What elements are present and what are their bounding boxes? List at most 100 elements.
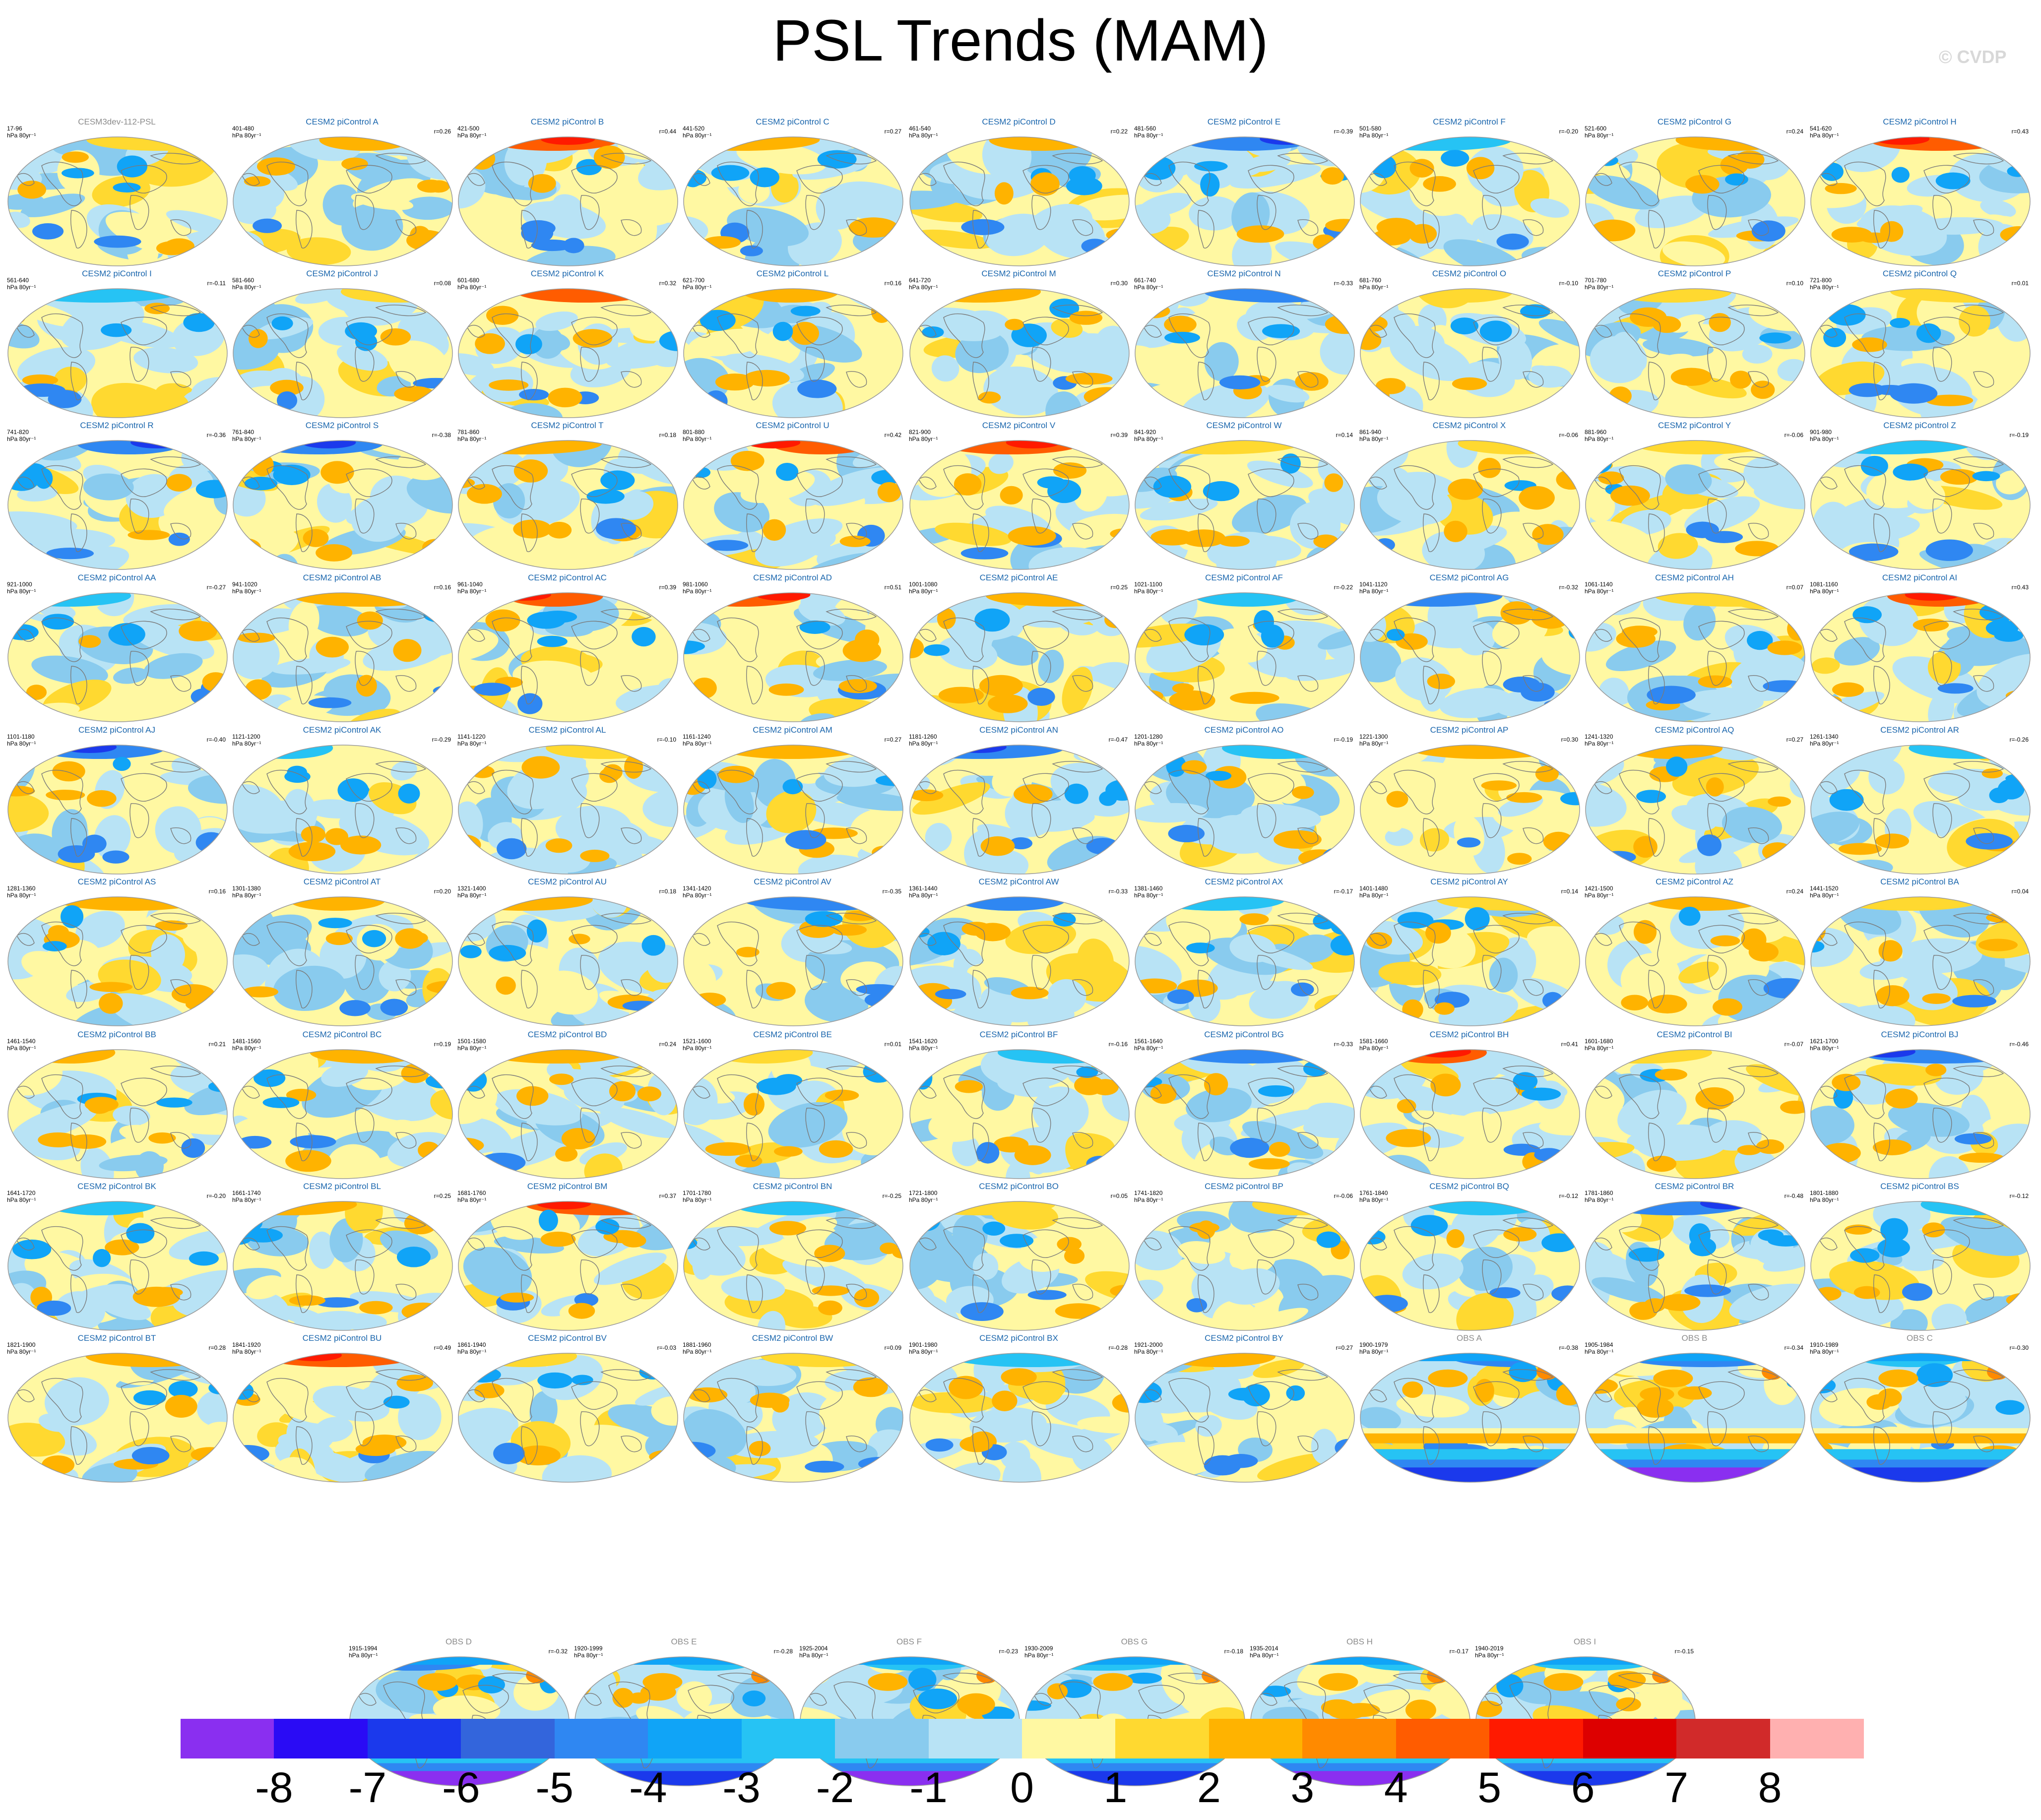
colorbar-tick-label: -6 [442,1764,480,1812]
panel-period: 17-96 [7,125,22,132]
panel-title: CESM2 piControl BG [1204,1030,1284,1039]
map [1360,288,1580,418]
panel-title: CESM2 piControl AR [1880,725,1959,735]
map-plot [1134,288,1355,419]
panel-period: 801-880 [683,429,705,436]
map [1360,896,1580,1026]
panel-units: hPa 80yr⁻¹ [909,1196,938,1203]
panel-period: 1481-1560 [232,1038,261,1045]
map-panel: CESM2 piControl L 621-700 hPa 80yr⁻¹ r=0.16 [680,269,905,419]
map [1135,1201,1355,1331]
map [1810,1353,2031,1483]
panel-period: 1641-1720 [7,1190,36,1196]
panel-period: 1920-1999 [574,1645,603,1652]
colorbar-tick-label: 3 [1290,1764,1315,1812]
map-plot [1810,744,2031,875]
map [1360,440,1580,570]
panel-correlation: r=-0.03 [657,1344,676,1351]
panel-units: hPa 80yr⁻¹ [457,1196,487,1203]
panel-units: hPa 80yr⁻¹ [232,436,261,442]
panel-units: hPa 80yr⁻¹ [683,740,712,747]
map-panel: CESM2 piControl BC 1481-1560 hPa 80yr⁻¹ r=0… [229,1030,455,1180]
panel-title: CESM2 piControl X [1432,421,1506,430]
panel-correlation: r=0.37 [659,1192,676,1199]
panel-period: 561-640 [7,277,29,284]
panel-units: hPa 80yr⁻¹ [799,1652,829,1659]
panel-units: hPa 80yr⁻¹ [457,1045,487,1052]
panel-title: CESM2 piControl AF [1205,573,1283,582]
colorbar-tick-label: -7 [348,1764,387,1812]
panel-title: CESM2 piControl BS [1880,1182,1959,1191]
panel-title: CESM2 piControl Z [1883,421,1956,430]
panel-units: hPa 80yr⁻¹ [1134,1348,1163,1355]
panel-units: hPa 80yr⁻¹ [1585,740,1614,747]
map-plot [1359,1352,1581,1483]
panel-correlation: r=0.14 [1336,432,1353,439]
colorbar-swatch [1302,1719,1397,1758]
map [1810,896,2031,1026]
panel-correlation: r=0.49 [434,1344,451,1351]
panel-period: 1521-1600 [683,1038,711,1045]
panel-units: hPa 80yr⁻¹ [909,588,938,595]
panel-units: hPa 80yr⁻¹ [1134,740,1163,747]
panel-period: 481-560 [1134,125,1156,132]
map-plot [1810,439,2031,570]
map [1360,1049,1580,1179]
colorbar-swatch [1209,1719,1303,1758]
map-panel: CESM2 piControl BM 1681-1760 hPa 80yr⁻¹ r=0… [454,1182,680,1332]
panel-period: 821-900 [909,429,931,436]
panel-correlation: r=-0.19 [2009,432,2029,439]
map-panel: CESM2 piControl AO 1201-1280 hPa 80yr⁻¹ r=-… [1131,725,1357,876]
panel-correlation: r=0.18 [659,432,676,439]
map-plot [1585,136,1806,267]
panel-correlation: r=-0.11 [207,280,226,287]
panel-period: 1861-1940 [457,1341,486,1348]
map [233,1049,453,1179]
panel-period: 1401-1480 [1359,885,1388,892]
panel-title: CESM2 piControl R [80,421,154,430]
panel-correlation: r=-0.33 [1334,1041,1353,1048]
panel-correlation: r=-0.23 [999,1648,1018,1655]
panel-period: 1041-1120 [1359,581,1388,588]
panel-title: CESM2 piControl BX [979,1333,1058,1343]
panel-correlation: r=-0.10 [1559,280,1578,287]
map [683,288,903,418]
map-panel: CESM2 piControl AI 1081-1160 hPa 80yr⁻¹ r=0… [1807,573,2033,723]
panel-correlation: r=-0.27 [206,584,226,591]
panel-title: CESM2 piControl BN [753,1182,832,1191]
map [1585,1353,1805,1483]
map-panel: CESM2 piControl AU 1321-1400 hPa 80yr⁻¹ r=0… [454,877,680,1027]
panel-units: hPa 80yr⁻¹ [1359,892,1389,899]
panel-units: hPa 80yr⁻¹ [1585,284,1614,291]
map-plot [1585,1352,1806,1483]
map [683,1201,903,1331]
panel-period: 1061-1140 [1585,581,1613,588]
colorbar-swatch [461,1719,555,1758]
map-panel: CESM2 piControl T 781-860 hPa 80yr⁻¹ r=0.18 [454,421,680,571]
map [233,440,453,570]
map-plot [683,136,904,267]
panel-period: 641-720 [909,277,931,284]
map [1135,136,1355,266]
map-panel: CESM2 piControl BV 1861-1940 hPa 80yr⁻¹ r=-… [454,1333,680,1484]
map-panel: CESM2 piControl AP 1221-1300 hPa 80yr⁻¹ r=0… [1356,725,1582,876]
panel-title: CESM2 piControl AP [1430,725,1509,735]
panel-period: 1001-1080 [909,581,938,588]
map [1585,440,1805,570]
panel-units: hPa 80yr⁻¹ [1585,1348,1614,1355]
panel-units: hPa 80yr⁻¹ [7,588,36,595]
colorbar-swatch [367,1719,462,1758]
panel-units: hPa 80yr⁻¹ [232,1348,261,1355]
panel-units: hPa 80yr⁻¹ [1810,1196,1839,1203]
map-plot [909,439,1130,570]
panel-period: 1021-1100 [1134,581,1162,588]
panel-units: hPa 80yr⁻¹ [232,892,261,899]
map-panel: OBS B 1905-1984 hPa 80yr⁻¹ r=-0.34 [1582,1333,1807,1484]
panel-units: hPa 80yr⁻¹ [909,284,938,291]
colorbar [181,1719,1864,1758]
map-panel: CESM2 piControl BD 1501-1580 hPa 80yr⁻¹ r=0… [454,1030,680,1180]
panel-period: 1301-1380 [232,885,261,892]
colorbar-tick-label: -1 [909,1764,948,1812]
panel-units: hPa 80yr⁻¹ [909,132,938,139]
panel-period: 1221-1300 [1359,733,1388,740]
